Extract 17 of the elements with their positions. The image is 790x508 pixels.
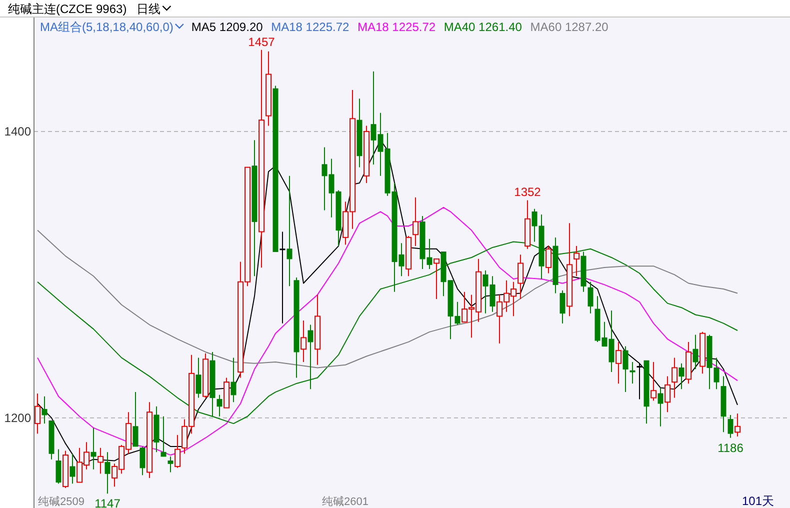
y-tick-label: 1200 xyxy=(4,410,32,425)
text: MA5 1209.20 xyxy=(191,20,264,34)
text: MA60 1287.20 xyxy=(530,20,609,34)
text: MA40 1261.40 xyxy=(444,20,522,34)
annotation: 纯碱2509 xyxy=(38,495,84,508)
annotation: 1147 xyxy=(94,496,121,508)
text: MA18 1225.72 xyxy=(358,20,436,34)
annotation: 1186 xyxy=(718,440,744,455)
chart-subtitle: 日线 xyxy=(136,2,161,16)
y-tick-label: 1400 xyxy=(4,124,32,139)
annotation: 1457 xyxy=(248,34,276,49)
text: 101天 xyxy=(742,494,774,508)
chart-title: 纯碱主连(CZCE 9963) xyxy=(8,2,127,16)
annotation: 纯碱2601 xyxy=(322,495,368,508)
annotation: MA18 1225.72 xyxy=(271,20,350,34)
annotation: 1352 xyxy=(514,185,542,200)
legend-title: MA组合(5,18,18,40,60,0) xyxy=(40,20,174,34)
